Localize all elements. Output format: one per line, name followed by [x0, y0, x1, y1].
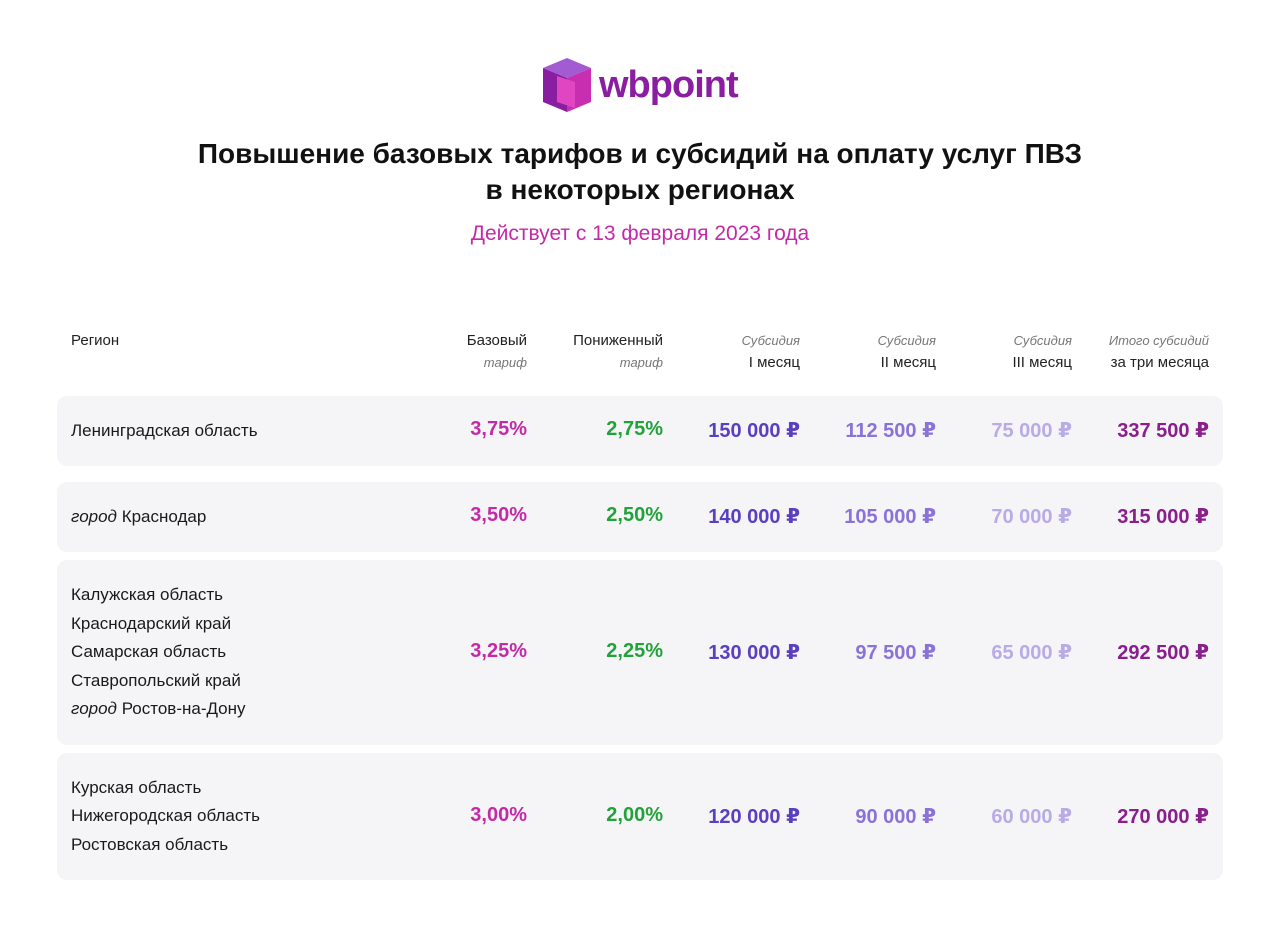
row-regions: Ленинградская область — [71, 417, 258, 446]
cell-sub3: 65 000 ₽ — [991, 641, 1072, 664]
logo-text: wbpoint — [599, 64, 739, 106]
region-prefix: город — [71, 699, 117, 719]
region-name: Ростовская область — [71, 834, 229, 854]
cell-reduced: 2,00% — [606, 803, 663, 826]
cell-total: 292 500 ₽ — [1117, 641, 1209, 664]
header-subsidy-1: Субсидия I месяц — [741, 333, 800, 371]
cell-total: 315 000 ₽ — [1117, 506, 1209, 528]
cell-sub1: 150 000 ₽ — [708, 420, 800, 442]
logo-cube-icon — [543, 58, 591, 112]
region-name: город Краснодар — [71, 506, 207, 526]
table-row: Ленинградская область 3,75% 2,75% 150 000 ₽… — [57, 396, 1223, 466]
cell-reduced: 2,25% — [606, 639, 663, 662]
cell-sub1: 140 000 ₽ — [708, 506, 800, 528]
cell-reduced: 2,50% — [606, 504, 663, 526]
region-name: город Ростов-на-Дону — [71, 699, 246, 719]
table-header: Регион Базовый тариф Пониженный тариф Су… — [57, 330, 1223, 390]
region-name: Ставропольский край — [71, 670, 241, 690]
cell-sub2: 112 500 ₽ — [845, 420, 936, 442]
cell-sub2: 105 000 ₽ — [844, 506, 936, 528]
row-regions: Курская область Нижегородская область Рост… — [71, 774, 260, 860]
page-title: Повышение базовых тарифов и субсидий на … — [0, 136, 1280, 208]
region-name: Нижегородская область — [71, 806, 260, 826]
header-region: Регион — [71, 332, 120, 349]
title-line-1: Повышение базовых тарифов и субсидий на … — [197, 138, 1083, 169]
cell-sub1: 120 000 ₽ — [708, 805, 800, 828]
header-reduced-tariff: Пониженный тариф — [573, 332, 663, 370]
header-base-tariff: Базовый тариф — [466, 332, 527, 370]
row-regions: Калужская область Краснодарский край Самар… — [71, 581, 246, 724]
header-subsidy-3: Субсидия III месяц — [1012, 333, 1072, 371]
logo: wbpoint — [541, 56, 739, 114]
cell-sub3: 60 000 ₽ — [991, 805, 1072, 828]
cell-base: 3,50% — [470, 504, 527, 526]
cell-total: 270 000 ₽ — [1117, 805, 1209, 828]
cell-base: 3,25% — [470, 639, 527, 662]
cell-total: 337 500 ₽ — [1117, 420, 1209, 442]
cell-base: 3,75% — [470, 418, 527, 440]
cell-sub1: 130 000 ₽ — [708, 641, 800, 664]
table-row: Курская область Нижегородская область Рост… — [57, 753, 1223, 880]
cell-sub3: 70 000 ₽ — [991, 506, 1072, 528]
header-total: Итого субсидий за три месяца — [1108, 333, 1209, 371]
region-name: Ленинградская область — [71, 420, 258, 440]
page-subtitle: Действует с 13 февраля 2023 года — [470, 222, 810, 245]
cell-reduced: 2,75% — [606, 418, 663, 440]
region-prefix: город — [71, 506, 117, 526]
cell-base: 3,00% — [470, 803, 527, 826]
cell-sub3: 75 000 ₽ — [991, 420, 1072, 442]
region-name: Краснодарский край — [71, 613, 232, 633]
region-name: Самарская область — [71, 642, 227, 662]
title-line-2: в некоторых регионах — [485, 174, 795, 205]
table-row: город Краснодар 3,50% 2,50% 140 000 ₽ 105 00… — [57, 482, 1223, 552]
region-name: Курская область — [71, 777, 202, 797]
tariff-table: Регион Базовый тариф Пониженный тариф Су… — [57, 330, 1223, 880]
header-subsidy-2: Субсидия II месяц — [877, 333, 936, 371]
row-regions: город Краснодар — [71, 503, 206, 532]
cell-sub2: 90 000 ₽ — [855, 805, 936, 828]
cell-sub2: 97 500 ₽ — [855, 641, 936, 664]
region-name: Калужская область — [71, 585, 223, 605]
table-row: Калужская область Краснодарский край Самар… — [57, 560, 1223, 745]
